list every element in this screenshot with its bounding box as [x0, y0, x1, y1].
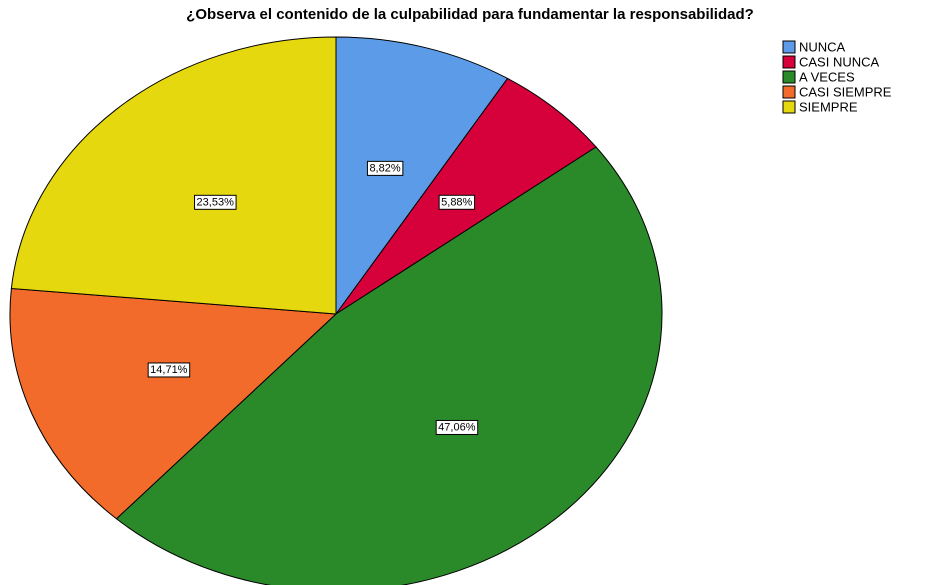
data-label-text: 8,82% [369, 162, 400, 174]
data-label: 14,71% [147, 362, 191, 378]
legend-label: CASI SIEMPRE [799, 84, 892, 99]
data-label-box [438, 194, 476, 210]
legend-swatch [782, 40, 796, 54]
pie-slice [9, 287, 338, 520]
data-label-text: 47,06% [438, 421, 476, 433]
legend-label: A VECES [799, 69, 855, 84]
pie-slice [10, 36, 337, 315]
data-label-box [366, 160, 404, 176]
data-label: 47,06% [435, 419, 479, 435]
legend-label: NUNCA [799, 39, 846, 54]
legend-swatch [782, 85, 796, 99]
data-label: 8,82% [366, 160, 404, 176]
legend-label: SIEMPRE [799, 99, 858, 114]
pie-slice [335, 36, 509, 316]
data-label-box [435, 419, 479, 435]
chart-title: ¿Observa el contenido de la culpabilidad… [186, 6, 754, 23]
pie-slice [115, 146, 663, 585]
legend-swatch [782, 70, 796, 84]
data-label: 23,53% [194, 194, 237, 210]
legend-swatch [782, 55, 796, 69]
data-label-box [147, 362, 191, 378]
legend-label: CASI NUNCA [799, 54, 880, 69]
data-label-box [194, 194, 237, 210]
data-label-text: 5,88% [441, 196, 472, 208]
data-label: 5,88% [438, 194, 476, 210]
data-label-text: 23,53% [197, 196, 235, 208]
legend-swatch [782, 100, 796, 114]
data-label-text: 14,71% [150, 364, 188, 376]
